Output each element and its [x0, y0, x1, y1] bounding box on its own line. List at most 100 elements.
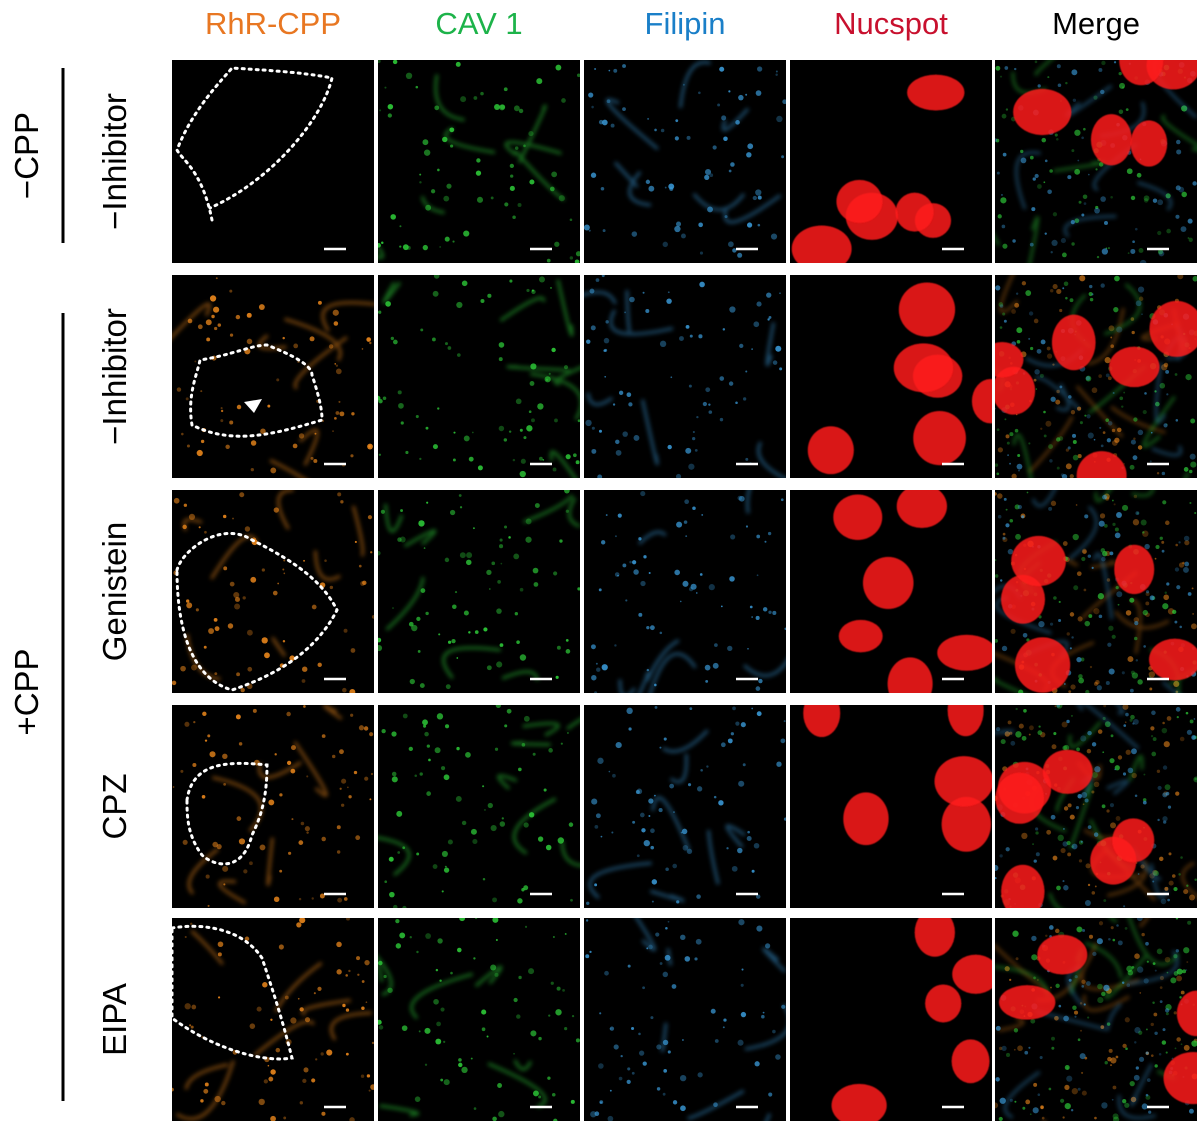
nucleus	[1051, 314, 1096, 371]
micrograph-panel	[584, 490, 786, 693]
nucleus	[907, 74, 965, 111]
panel-background	[172, 705, 374, 908]
panel-background	[584, 918, 786, 1121]
micrograph-panel	[584, 275, 786, 478]
micrograph-panel	[172, 60, 374, 263]
nucleus	[1114, 544, 1155, 595]
nucleus	[1001, 574, 1046, 624]
nucleus	[947, 705, 984, 737]
micrograph-panel	[584, 918, 786, 1121]
nucleus	[838, 619, 883, 653]
panel-background	[584, 275, 786, 478]
panel-background	[172, 275, 374, 478]
nucleus	[1037, 934, 1088, 975]
micrograph-panel	[378, 918, 580, 1121]
nucleus	[1149, 638, 1197, 681]
nucleus	[952, 954, 992, 994]
nucleus	[1090, 114, 1132, 166]
arrowhead	[244, 399, 262, 413]
panel-background	[584, 705, 786, 908]
column-header: CAV 1	[435, 6, 522, 41]
nucleus	[1109, 346, 1160, 388]
nucleus	[833, 494, 883, 540]
group-label: +CPP	[8, 648, 45, 735]
cell-outline	[175, 532, 339, 692]
nucleus	[941, 796, 991, 852]
column-header: Merge	[1052, 6, 1140, 41]
nucleus	[1076, 451, 1127, 478]
nucleus	[831, 1083, 887, 1121]
micrograph-panel	[584, 705, 786, 908]
panel-background	[584, 60, 786, 263]
nucleus	[995, 342, 1024, 378]
cell-outline	[172, 924, 294, 1061]
nucleus	[1130, 120, 1168, 167]
micrograph-panel	[378, 275, 580, 478]
micrograph-panel	[172, 705, 374, 908]
nucleus	[1176, 990, 1197, 1037]
nucleus	[843, 792, 889, 846]
nucleus	[995, 772, 1045, 824]
nucleus	[951, 1039, 990, 1084]
row-label: EIPA	[96, 983, 133, 1056]
cell-outline	[189, 343, 324, 438]
nucleus	[914, 918, 955, 957]
panel-background	[584, 490, 786, 693]
nucleus	[898, 282, 956, 337]
micrograph-panel	[790, 275, 992, 478]
row-label: CPZ	[96, 774, 133, 840]
micrograph-panel	[995, 490, 1197, 693]
nucleus	[925, 984, 962, 1023]
column-header: Filipin	[645, 6, 726, 41]
nucleus	[1163, 1051, 1197, 1105]
panel-background	[790, 918, 992, 1121]
nucleus	[862, 556, 914, 609]
nucleus	[896, 490, 948, 529]
nucleus	[836, 179, 883, 224]
nucleus	[1001, 864, 1045, 908]
nucleus	[1119, 60, 1164, 86]
micrograph-panel	[172, 275, 374, 478]
nucleus	[1149, 300, 1197, 357]
row-label: −Inhibitor	[96, 93, 133, 230]
micrograph-panel	[790, 918, 992, 1121]
nucleus	[803, 705, 841, 738]
nucleus	[995, 366, 1036, 415]
nucleus	[1013, 88, 1072, 136]
micrograph-panel	[584, 60, 786, 263]
micrograph-panel	[995, 918, 1197, 1121]
micrograph-panel	[378, 705, 580, 908]
nucleus	[937, 634, 992, 671]
panel-background	[172, 60, 374, 263]
nucleus	[791, 225, 852, 263]
panel-background	[378, 918, 580, 1121]
row-label: −Inhibitor	[96, 308, 133, 445]
column-header: Nucspot	[834, 6, 948, 41]
nucleus	[998, 985, 1056, 1020]
micrograph-panel	[378, 490, 580, 693]
panel-background	[172, 490, 374, 693]
panel-background	[172, 918, 374, 1121]
nucleus	[971, 378, 992, 424]
column-header: RhR-CPP	[205, 6, 341, 41]
row-label: Genistein	[96, 522, 133, 661]
nucleus	[887, 657, 933, 693]
micrograph-panel	[172, 918, 374, 1121]
cell-outline	[185, 761, 269, 866]
nucleus	[913, 410, 966, 466]
micrograph-panel	[790, 60, 992, 263]
micrograph-panel	[995, 275, 1197, 478]
nucleus	[1042, 749, 1093, 794]
nucleus	[895, 192, 934, 232]
micrograph-panel	[378, 60, 580, 263]
micrograph-panel	[995, 60, 1197, 263]
micrograph-panel	[995, 705, 1197, 908]
nucleus	[1112, 818, 1155, 863]
cell-outline	[175, 66, 334, 222]
panel-background	[378, 490, 580, 693]
nucleus	[893, 343, 954, 393]
panel-background	[378, 705, 580, 908]
micrograph-panel	[172, 490, 374, 693]
